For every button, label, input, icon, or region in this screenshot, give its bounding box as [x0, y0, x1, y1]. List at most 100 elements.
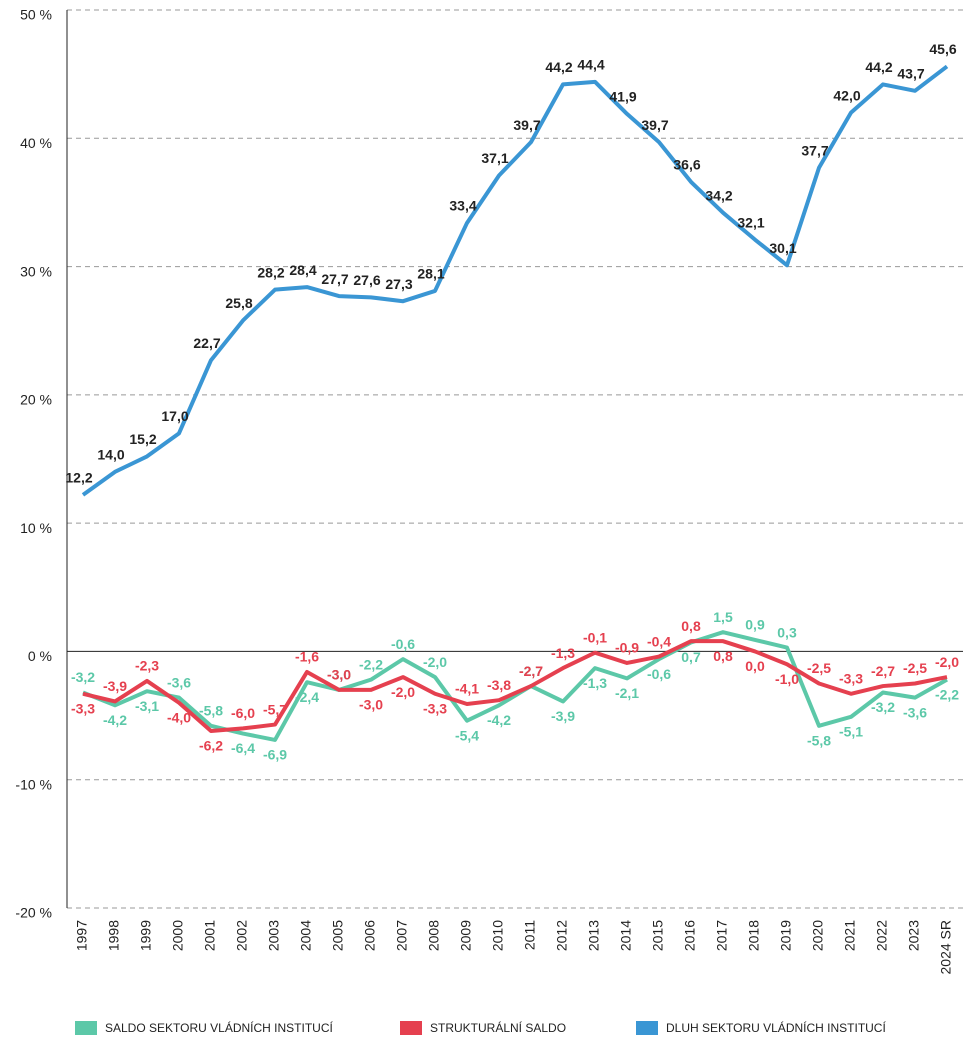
- series-line: [82, 639, 948, 733]
- data-label: 14,0: [97, 447, 124, 463]
- x-tick-label: 2007: [394, 920, 410, 951]
- data-label: -6,2: [199, 738, 223, 754]
- data-label: -0,6: [391, 636, 415, 652]
- x-tick-label: 2013: [586, 920, 602, 951]
- data-label: 0,9: [745, 617, 765, 633]
- legend-swatch: [400, 1021, 422, 1035]
- data-label: 25,8: [225, 295, 252, 311]
- data-label: -3,9: [103, 678, 127, 694]
- data-label: -4,2: [487, 712, 511, 728]
- x-tick-label: 2019: [778, 920, 794, 951]
- data-label: -4,1: [455, 681, 479, 697]
- data-label: 44,2: [865, 59, 892, 75]
- y-tick-label: 30 %: [20, 263, 52, 279]
- data-label: -6,4: [231, 740, 255, 756]
- x-tick-label: 2015: [650, 920, 666, 951]
- y-tick-label: 50 %: [20, 7, 52, 23]
- y-tick-label: 0 %: [28, 648, 52, 664]
- x-tick-label: 2021: [842, 920, 858, 951]
- data-label: -1,6: [295, 649, 319, 665]
- data-label: 28,4: [289, 262, 316, 278]
- data-label: 44,4: [577, 57, 604, 73]
- data-label: -1,3: [551, 645, 575, 661]
- data-label: -3,2: [871, 699, 895, 715]
- series-line: [81, 64, 949, 497]
- data-label: 0,3: [777, 624, 797, 640]
- data-label: -3,0: [327, 667, 351, 683]
- y-tick-label: 20 %: [20, 392, 52, 408]
- x-tick-label: 2022: [874, 920, 890, 951]
- x-tick-label: 2006: [362, 920, 378, 951]
- x-tick-label: 2014: [618, 920, 634, 951]
- data-label: 41,9: [609, 89, 636, 105]
- data-label: -3,9: [551, 708, 575, 724]
- data-label: -2,4: [295, 689, 319, 705]
- data-label: -1,3: [583, 675, 607, 691]
- data-label: -2,0: [935, 654, 959, 670]
- data-label: -1,0: [775, 671, 799, 687]
- x-tick-label: 2018: [746, 920, 762, 951]
- y-tick-label: -10 %: [15, 776, 52, 792]
- data-label: -2,1: [615, 685, 639, 701]
- x-tick-label: 2010: [490, 920, 506, 951]
- x-tick-label: 2016: [682, 920, 698, 951]
- data-label: 39,7: [641, 117, 668, 133]
- data-label: -2,7: [871, 663, 895, 679]
- data-label: 12,2: [65, 470, 92, 486]
- x-tick-label: 1999: [138, 920, 154, 951]
- y-tick-label: 10 %: [20, 520, 52, 536]
- y-tick-label: 40 %: [20, 135, 52, 151]
- data-label: 42,0: [833, 87, 860, 103]
- legend-swatch: [75, 1021, 97, 1035]
- x-tick-label: 1997: [74, 920, 90, 951]
- data-label: -0,6: [647, 666, 671, 682]
- data-label: -0,4: [647, 633, 671, 649]
- data-label: 36,6: [673, 157, 700, 173]
- data-label: -3,8: [487, 677, 511, 693]
- x-tick-label: 2017: [714, 920, 730, 951]
- data-label: 27,6: [353, 272, 380, 288]
- x-tick-label: 2012: [554, 920, 570, 951]
- x-tick-label: 1998: [106, 920, 122, 951]
- data-label: -2,7: [519, 663, 543, 679]
- data-label: -2,5: [903, 660, 927, 676]
- data-label: -5,8: [807, 733, 831, 749]
- data-label: 27,3: [385, 276, 412, 292]
- data-label: -4,2: [103, 712, 127, 728]
- data-label: -2,2: [359, 656, 383, 672]
- data-label: -6,0: [231, 705, 255, 721]
- data-label: -3,6: [903, 704, 927, 720]
- data-label: -3,0: [359, 697, 383, 713]
- data-label: 33,4: [449, 198, 476, 214]
- data-label: 45,6: [929, 41, 956, 57]
- data-label: 1,5: [713, 609, 733, 625]
- series-line: [82, 630, 948, 742]
- x-tick-label: 2008: [426, 920, 442, 951]
- data-label: -5,8: [199, 703, 223, 719]
- data-label: 37,1: [481, 150, 508, 166]
- data-label: -3,3: [71, 700, 95, 716]
- data-label: -2,5: [807, 660, 831, 676]
- x-tick-label: 2020: [810, 920, 826, 951]
- x-tick-label: 2011: [522, 920, 538, 950]
- data-label: 0,7: [681, 649, 701, 665]
- data-label: 22,7: [193, 335, 220, 351]
- x-tick-label: 2009: [458, 920, 474, 951]
- data-label: -5,7: [263, 701, 287, 717]
- data-label: 28,1: [417, 266, 444, 282]
- data-label: -3,3: [423, 700, 447, 716]
- x-tick-label: 2002: [234, 920, 250, 951]
- data-label: 30,1: [769, 240, 796, 256]
- x-tick-label: 2000: [170, 920, 186, 951]
- data-label: 0,8: [713, 648, 733, 664]
- data-label: -2,3: [135, 658, 159, 674]
- data-label: -0,1: [583, 629, 607, 645]
- data-label: -4,0: [167, 709, 191, 725]
- data-label: -2,0: [423, 654, 447, 670]
- data-label: -3,3: [839, 670, 863, 686]
- x-tick-label: 2005: [330, 920, 346, 951]
- data-label: 37,7: [801, 142, 828, 158]
- data-label: 15,2: [129, 431, 156, 447]
